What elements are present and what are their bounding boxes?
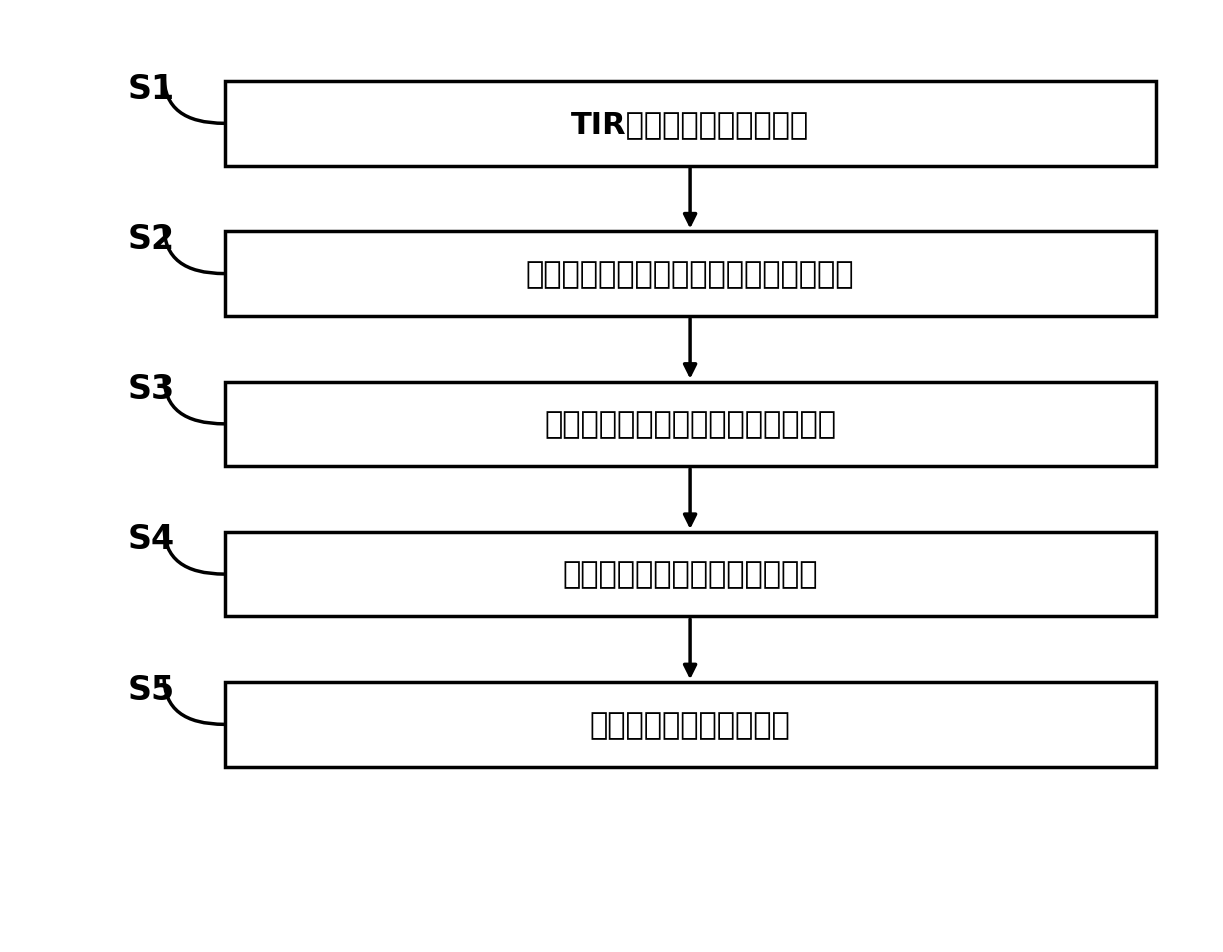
Text: S2: S2: [128, 223, 175, 256]
Text: S1: S1: [128, 72, 175, 106]
Text: S4: S4: [128, 523, 175, 556]
Text: TIR获得电极表面原始图像: TIR获得电极表面原始图像: [571, 109, 810, 139]
Text: 绘制电极电流密度分布图: 绘制电极电流密度分布图: [589, 710, 790, 739]
Text: S5: S5: [128, 673, 175, 706]
Text: S3: S3: [128, 373, 175, 406]
FancyBboxPatch shape: [225, 532, 1156, 617]
Text: 转换为电流密度绝对值变化曲线: 转换为电流密度绝对值变化曲线: [563, 560, 818, 589]
FancyBboxPatch shape: [225, 82, 1156, 167]
FancyBboxPatch shape: [225, 683, 1156, 766]
Text: 对液流电池充放电，同时采集电极图像组: 对液流电池充放电，同时采集电极图像组: [526, 260, 855, 288]
Text: 绘制图像组中各位置的光强变化曲线: 绘制图像组中各位置的光强变化曲线: [544, 410, 837, 439]
FancyBboxPatch shape: [225, 382, 1156, 466]
FancyBboxPatch shape: [225, 232, 1156, 316]
